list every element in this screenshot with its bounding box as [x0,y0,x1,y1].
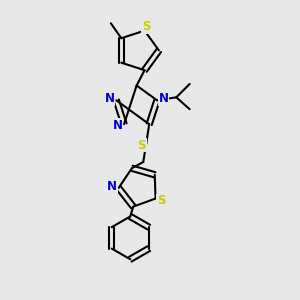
Text: N: N [112,118,122,132]
Text: S: S [137,139,146,152]
Text: S: S [157,194,165,207]
Text: N: N [107,180,117,193]
Text: N: N [105,92,115,105]
Text: S: S [142,20,150,33]
Text: N: N [158,92,169,105]
